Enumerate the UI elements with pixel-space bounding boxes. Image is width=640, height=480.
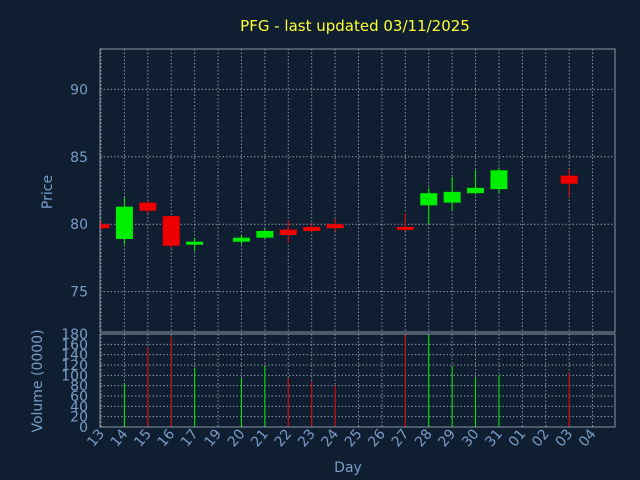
volume-panel-frame [99,333,616,428]
x-tick-label: 27 [389,426,413,450]
volume-axis-label: Volume (0000) [30,329,46,432]
volume-tick-label: 160 [61,337,88,353]
candle-body [467,187,485,194]
x-tick-label: 31 [482,426,506,450]
candle-body [443,191,461,203]
volume-tick-label: 180 [61,327,88,343]
volume-tick-label: 100 [61,368,88,384]
volume-tick-label: 40 [70,399,88,415]
price-axis-label: Price [40,175,56,209]
candle-body [115,206,133,240]
candle-body [232,237,250,242]
volume-tick-label: 20 [70,410,88,426]
x-tick-label: 30 [459,426,483,450]
candle-body [303,226,321,231]
x-tick-label: 14 [108,426,132,450]
chart-title: PFG - last updated 03/11/2025 [240,17,470,35]
volume-tick-label: 140 [61,348,88,364]
price-tick-label: 75 [70,285,88,301]
x-tick-label: 21 [248,426,272,450]
volume-tick-label: 80 [70,379,88,395]
candle-body [326,224,344,229]
x-tick-label: 17 [178,426,202,450]
x-tick-label: 25 [342,426,366,450]
candle-body [100,224,110,229]
candle-body [490,170,508,190]
volume-tick-label: 60 [70,389,88,405]
volume-tick-label: 120 [61,358,88,374]
x-tick-label: 20 [225,426,249,450]
x-tick-label: 26 [365,426,389,450]
candle-body [162,216,180,246]
price-tick-label: 85 [70,150,88,166]
x-tick-label: 02 [529,426,553,450]
price-panel-frame [99,48,616,333]
price-tick-label: 80 [70,217,88,233]
x-tick-label: 24 [318,426,342,450]
x-tick-label: 16 [155,426,179,450]
x-tick-label: 22 [272,426,296,450]
candle-body [560,175,578,184]
candle-body [420,193,438,206]
price-tick-label: 90 [70,82,88,98]
x-tick-label: 29 [435,426,459,450]
x-tick-label: 15 [131,426,155,450]
x-tick-label: 28 [412,426,436,450]
x-axis-label: Day [334,460,362,476]
volume-tick-label: 0 [79,420,88,436]
candle-body [186,241,204,245]
candle-body [139,202,157,211]
candle-body [279,229,297,235]
x-tick-label: 23 [295,426,319,450]
candle-body [396,226,414,230]
x-tick-label: 03 [553,426,577,450]
x-tick-label: 01 [506,426,530,450]
x-tick-label: 19 [201,426,225,450]
candle-body [256,230,274,238]
x-tick-label: 04 [576,426,600,450]
